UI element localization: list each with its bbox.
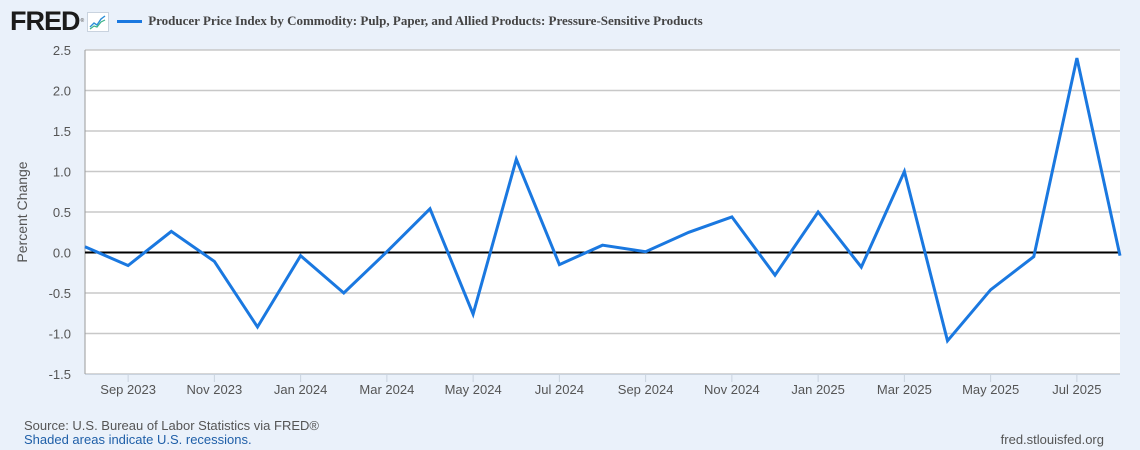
y-tick-label: -0.5 xyxy=(49,286,71,301)
x-tick-label: Jan 2025 xyxy=(791,382,845,397)
x-tick-label: Nov 2023 xyxy=(187,382,243,397)
y-tick-label: 2.5 xyxy=(53,43,71,58)
chart-legend: Producer Price Index by Commodity: Pulp,… xyxy=(117,13,703,29)
x-tick-label: Nov 2024 xyxy=(704,382,760,397)
x-tick-label: May 2025 xyxy=(962,382,1019,397)
fred-logo-text: FRED xyxy=(10,6,80,36)
y-tick-label: 0.0 xyxy=(53,246,71,261)
registered-mark: ® xyxy=(80,18,85,24)
y-tick-label: 2.0 xyxy=(53,84,71,99)
recession-note: Shaded areas indicate U.S. recessions. xyxy=(24,432,252,447)
legend-series-swatch xyxy=(117,19,143,23)
source-text: Source: U.S. Bureau of Labor Statistics … xyxy=(24,418,319,433)
series-line[interactable] xyxy=(84,57,1122,344)
line-chart-icon xyxy=(87,12,110,32)
y-axis-label: Percent Change xyxy=(14,161,30,262)
y-tick-label: -1.0 xyxy=(49,327,71,342)
chart-header: FRED® Producer Price Index by Commodity:… xyxy=(10,6,703,36)
x-tick-label: Jul 2025 xyxy=(1052,382,1101,397)
y-tick-label: 1.5 xyxy=(53,124,71,139)
fred-logo[interactable]: FRED® xyxy=(10,6,85,36)
x-tick-label: Mar 2025 xyxy=(877,382,932,397)
x-tick-label: Jul 2024 xyxy=(535,382,584,397)
legend-series-label: Producer Price Index by Commodity: Pulp,… xyxy=(148,13,703,28)
x-tick-label: Sep 2024 xyxy=(618,382,674,397)
y-tick-label: 1.0 xyxy=(53,165,71,180)
x-tick-label: Mar 2024 xyxy=(359,382,414,397)
x-tick-label: Jan 2024 xyxy=(274,382,328,397)
y-tick-label: -1.5 xyxy=(49,367,71,382)
x-tick-label: May 2024 xyxy=(445,382,502,397)
x-tick-label: Sep 2023 xyxy=(100,382,156,397)
y-tick-label: 0.5 xyxy=(53,205,71,220)
fred-url-link[interactable]: fred.stlouisfed.org xyxy=(1000,432,1104,447)
